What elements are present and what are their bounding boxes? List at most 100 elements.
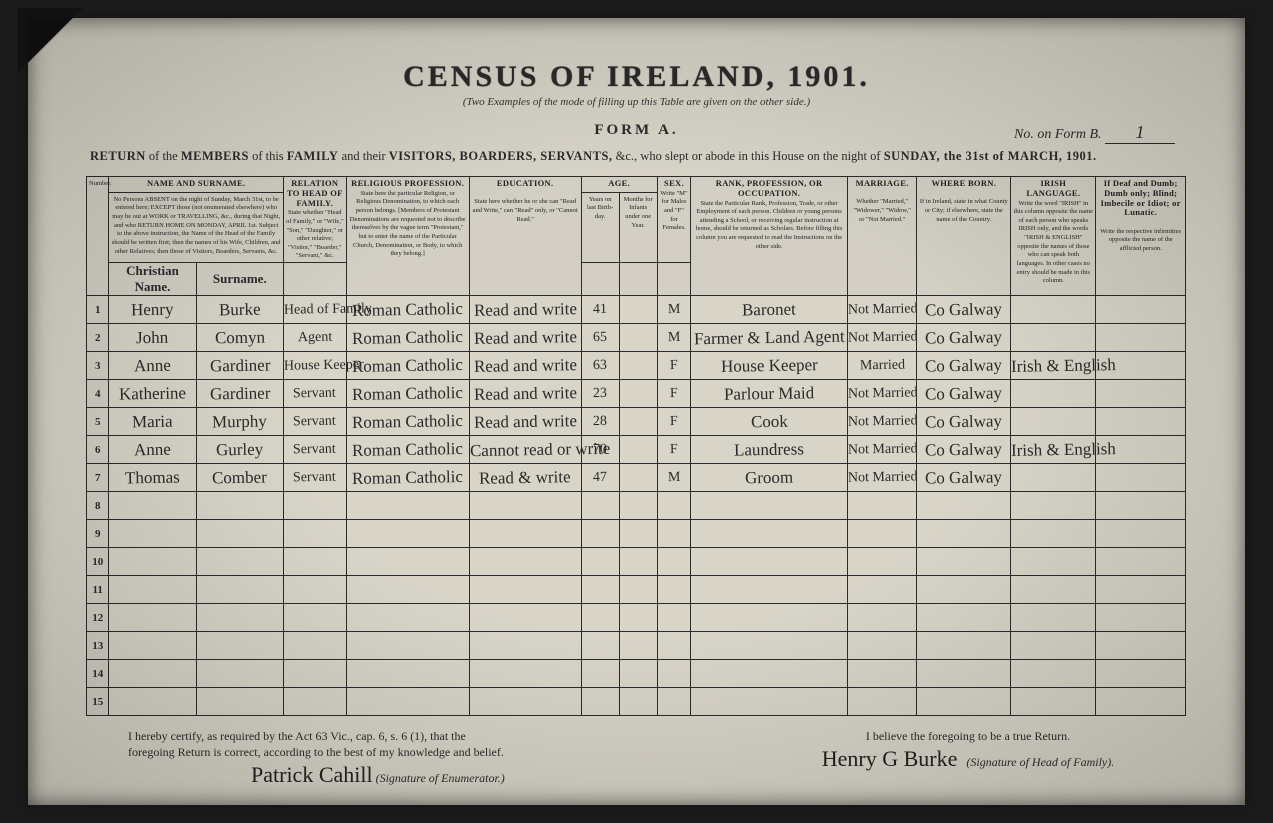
- row-number: 1: [87, 296, 109, 324]
- cell-relg: [346, 632, 469, 660]
- row-number: 10: [87, 548, 109, 576]
- cell-occ: Farmer & Land Agent: [691, 324, 848, 352]
- cell-occ: Laundress: [691, 436, 848, 464]
- cell-occ: Baronet: [691, 296, 848, 324]
- cell-born: [917, 604, 1011, 632]
- row-number: 13: [87, 632, 109, 660]
- cell-mar: Not Married: [847, 296, 916, 324]
- table-row: 6AnneGurleyServantRoman CatholicCannot r…: [87, 436, 1186, 464]
- cell-sn: Burke: [196, 296, 283, 324]
- cell-inf: [1096, 464, 1186, 492]
- cell-sex: [657, 632, 691, 660]
- cell-rel: [283, 604, 346, 632]
- hdr-fn: Christian Name.: [109, 263, 196, 296]
- cell-agem: [619, 492, 657, 520]
- hdr-age: AGE.: [581, 177, 657, 193]
- cell-rel: [283, 688, 346, 716]
- cell-agey: 23: [581, 380, 619, 408]
- cell-agem: [619, 576, 657, 604]
- hdr-agem-blank: [619, 263, 657, 296]
- cell-sn: [196, 604, 283, 632]
- cell-edu: Read and write: [469, 296, 581, 324]
- row-number: 2: [87, 324, 109, 352]
- cell-born: Co Galway: [917, 408, 1011, 436]
- cell-edu: Read and write: [469, 352, 581, 380]
- cell-rel: Servant: [283, 464, 346, 492]
- cell-edu: [469, 576, 581, 604]
- cell-agem: [619, 632, 657, 660]
- cell-rel: Head of Family: [283, 296, 346, 324]
- cell-occ: [691, 632, 848, 660]
- cell-relg: Roman Catholic: [346, 352, 469, 380]
- cell-fn: [109, 576, 196, 604]
- cell-born: [917, 688, 1011, 716]
- cell-rel: [283, 520, 346, 548]
- cell-sn: [196, 660, 283, 688]
- cell-occ: Parlour Maid: [691, 380, 848, 408]
- cell-edu: [469, 660, 581, 688]
- cell-agey: [581, 632, 619, 660]
- row-number: 8: [87, 492, 109, 520]
- cell-relg: [346, 520, 469, 548]
- cell-rel: [283, 548, 346, 576]
- cell-rel: [283, 492, 346, 520]
- cell-occ: Cook: [691, 408, 848, 436]
- cell-relg: Roman Catholic: [346, 296, 469, 324]
- cell-agey: [581, 604, 619, 632]
- hdr-name-note: No Persons ABSENT on the night of Sunday…: [109, 192, 284, 262]
- cell-irish: [1011, 604, 1096, 632]
- cell-agey: 65: [581, 324, 619, 352]
- form-b-value: 1: [1105, 122, 1175, 144]
- cell-agem: [619, 324, 657, 352]
- cell-edu: Read & write: [469, 464, 581, 492]
- cell-born: Co Galway: [917, 352, 1011, 380]
- cell-edu: Cannot read or write: [469, 436, 581, 464]
- cell-inf: [1096, 548, 1186, 576]
- cell-agem: [619, 660, 657, 688]
- cell-mar: Married: [847, 352, 916, 380]
- table-row: 11: [87, 576, 1186, 604]
- cell-edu: [469, 688, 581, 716]
- cell-fn: John: [109, 324, 196, 352]
- cell-mar: Not Married: [847, 408, 916, 436]
- cell-irish: Irish & English: [1011, 436, 1096, 464]
- cell-mar: [847, 688, 916, 716]
- cell-irish: [1011, 520, 1096, 548]
- cell-sex: M: [657, 324, 691, 352]
- hdr-age-y: Years on last Birth-day.: [581, 192, 619, 262]
- doc-title: CENSUS OF IRELAND, 1901.: [28, 60, 1245, 94]
- cell-mar: [847, 632, 916, 660]
- cell-fn: [109, 632, 196, 660]
- enumerator-signature: Patrick Cahill: [251, 762, 373, 787]
- cell-rel: [283, 576, 346, 604]
- row-number: 15: [87, 688, 109, 716]
- table-frame: Number. NAME and SURNAME. RELATION to He…: [86, 176, 1186, 716]
- table-row: 9: [87, 520, 1186, 548]
- cell-fn: [109, 520, 196, 548]
- cell-relg: Roman Catholic: [346, 464, 469, 492]
- cell-agem: [619, 464, 657, 492]
- cell-edu: Read and write: [469, 324, 581, 352]
- cell-edu: Read and write: [469, 408, 581, 436]
- cell-occ: Groom: [691, 464, 848, 492]
- cell-occ: [691, 688, 848, 716]
- cell-sn: [196, 632, 283, 660]
- cell-fn: Katherine: [109, 380, 196, 408]
- cell-edu: Read and write: [469, 380, 581, 408]
- table-row: 13: [87, 632, 1186, 660]
- cell-born: [917, 660, 1011, 688]
- cell-sex: M: [657, 296, 691, 324]
- hdr-relation: RELATION to Head of Family.State whether…: [283, 177, 346, 263]
- cell-inf: [1096, 520, 1186, 548]
- cell-sex: F: [657, 436, 691, 464]
- cell-mar: [847, 520, 916, 548]
- cell-sn: [196, 492, 283, 520]
- cell-rel: Servant: [283, 380, 346, 408]
- census-table: Number. NAME and SURNAME. RELATION to He…: [86, 176, 1186, 716]
- cell-edu: [469, 520, 581, 548]
- table-row: 8: [87, 492, 1186, 520]
- table-row: 1HenryBurkeHead of FamilyRoman CatholicR…: [87, 296, 1186, 324]
- cell-inf: [1096, 604, 1186, 632]
- cell-agey: 47: [581, 464, 619, 492]
- form-b-text: No. on Form B.: [1014, 127, 1102, 142]
